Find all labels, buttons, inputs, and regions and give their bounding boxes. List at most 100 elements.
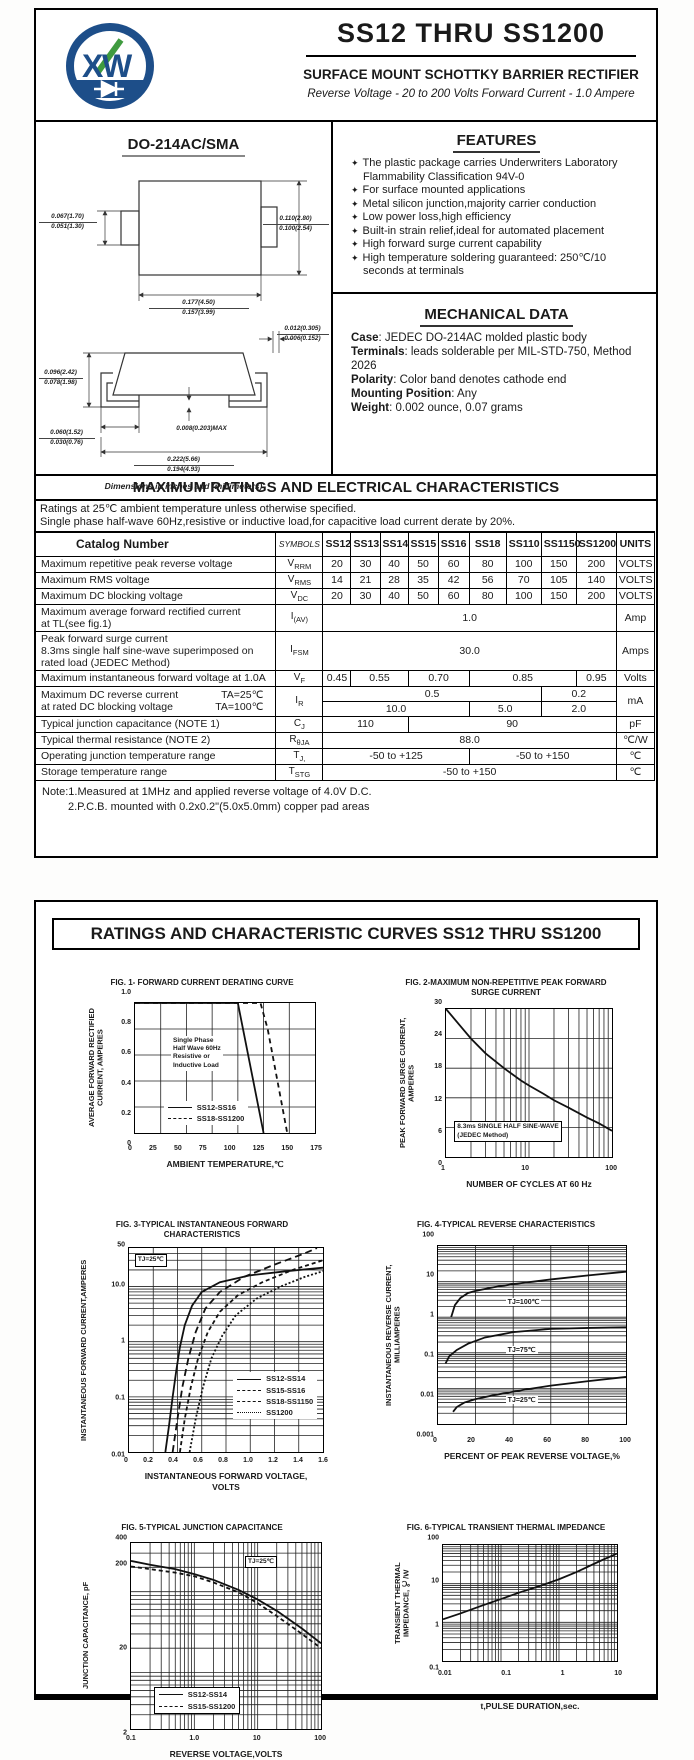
fig2-x-axis-label: NUMBER OF CYCLES AT 60 Hz bbox=[466, 1179, 592, 1189]
dim-tab-height: 0.067(1.70) 0.051(1.30) bbox=[38, 213, 97, 232]
brand-logo-icon: X W bbox=[66, 23, 154, 109]
fig3-x-axis-label: INSTANTANEOUS FORWARD VOLTAGE, VOLTS bbox=[144, 1471, 308, 1493]
package-top-view: 0.067(1.70) 0.051(1.30) 0.110(2.80) 0.100(… bbox=[38, 155, 329, 323]
dim-lead-length: 0.060(1.52) 0.030(0.76) bbox=[38, 429, 95, 448]
ratings-section-title: MAXIMUM RATINGS AND ELECTRICAL CHARACTER… bbox=[36, 474, 656, 501]
table-row-tstg: Storage temperature range TSTG -50 to +1… bbox=[34, 763, 656, 781]
fig2-annotation: 8.3ms SINGLE HALF SINE-WAVE (JEDEC Method… bbox=[454, 1121, 562, 1143]
fig2-peak-surge-current: FIG. 2-MAXIMUM NON-REPETITIVE PEAK FORWA… bbox=[358, 978, 654, 1190]
package-side-view: 0.096(2.42) 0.078(1.98) 0.012(0.305) 0.006… bbox=[38, 325, 329, 475]
fig6-x-axis-label: t,PULSE DURATION,sec. bbox=[480, 1701, 580, 1712]
page-tagline: Reverse Voltage - 20 to 200 Volts Forwar… bbox=[307, 88, 635, 100]
table-row-ifsm: Peak forward surge current 8.3ms single h… bbox=[34, 630, 656, 671]
fig4-y-axis-label: INSTANTANEOUS REVERSE CURRENT, MILLIAMPE… bbox=[384, 1264, 402, 1406]
dim-lead-thickness: 0.012(0.305) 0.006(0.152) bbox=[276, 325, 329, 344]
fig1-y-ticks: 1.0 0.8 0.6 0.4 0.2 0 bbox=[121, 989, 131, 1147]
fig1-title: FIG. 1- FORWARD CURRENT DERATING CURVE bbox=[110, 978, 294, 987]
fig5-title: FIG. 5-TYPICAL JUNCTION CAPACITANCE bbox=[121, 1523, 283, 1533]
page-subtitle: SURFACE MOUNT SCHOTTKY BARRIER RECTIFIER bbox=[303, 67, 639, 82]
fig4-reverse-characteristics: FIG. 4-TYPICAL REVERSE CHARACTERISTICS I… bbox=[358, 1220, 654, 1493]
features-section: FEATURES The plastic package carries Und… bbox=[333, 122, 656, 294]
fig6-x-ticks: 0.01 0.1 1 10 bbox=[438, 1670, 622, 1678]
fig6-y-ticks: 100 10 1 0.1 bbox=[427, 1534, 439, 1672]
fig2-x-ticks: 1 10 100 bbox=[441, 1165, 617, 1172]
fig6-y-axis-label: TRANSIENT THERMAL IMPEDANCE, ℃/W bbox=[393, 1562, 411, 1644]
fig3-plot-svg bbox=[129, 1248, 323, 1452]
table-row-vf: Maximum instantaneous forward voltage at… bbox=[34, 669, 656, 687]
fig5-plot: TJ=25℃ SS12-SS14 SS15-SS1200 bbox=[130, 1541, 322, 1730]
svg-text:W: W bbox=[102, 48, 133, 84]
features-title: FEATURES bbox=[351, 132, 642, 153]
svg-text:X: X bbox=[82, 48, 104, 84]
table-row-cj: Typical junction capacitance (NOTE 1) CJ… bbox=[34, 715, 656, 733]
title-underline bbox=[306, 55, 636, 57]
note-line-2: 2.P.C.B. mounted with 0.2x0.2"(5.0x5.0mm… bbox=[68, 800, 370, 813]
ratings-condition-2: Single phase half-wave 60Hz,resistive or… bbox=[40, 516, 516, 528]
fig3-annotation: TJ=25℃ bbox=[134, 1254, 167, 1267]
fig5-annotation: TJ=25℃ bbox=[245, 1555, 277, 1569]
fig1-legend: SS12-SS16 SS18-SS1200 bbox=[163, 1100, 249, 1126]
fig4-plot: TJ=100℃ TJ=75℃ TJ=25℃ bbox=[437, 1245, 627, 1426]
datasheet-page-1: X W SS12 THRU SS1200 SURFACE MOUNT SCHOT… bbox=[34, 8, 658, 858]
package-drawing-panel: DO-214AC/SMA bbox=[36, 122, 333, 491]
fig1-plot: Single Phase Half Wave 60Hz Resistive or In… bbox=[134, 1002, 316, 1134]
table-row-ir-100c: 10.0 5.0 2.0 bbox=[36, 700, 655, 717]
fig3-legend: SS12-SS14 SS15-SS16 SS18-SS1150 SS1200 bbox=[233, 1372, 318, 1420]
mech-polarity: Polarity: Color band denotes cathode end bbox=[351, 374, 567, 386]
ratings-condition-1: Ratings at 25℃ ambient temperature unles… bbox=[40, 503, 357, 515]
dim-overall-width: 0.222(5.66) 0.194(4.93) bbox=[133, 456, 234, 475]
fig6-transient-thermal-impedance: FIG. 6-TYPICAL TRANSIENT THERMAL IMPEDAN… bbox=[358, 1523, 654, 1760]
header: X W SS12 THRU SS1200 SURFACE MOUNT SCHOT… bbox=[36, 10, 656, 122]
package-top-view-drawing bbox=[96, 180, 307, 301]
fig5-junction-capacitance: FIG. 5-TYPICAL JUNCTION CAPACITANCE JUNC… bbox=[46, 1523, 358, 1760]
mech-mounting: Mounting Position: Any bbox=[351, 388, 477, 400]
package-name: DO-214AC/SMA bbox=[36, 136, 331, 157]
fig4-x-axis-label: PERCENT OF PEAK REVERSE VOLTAGE,% bbox=[444, 1451, 620, 1462]
package-side-view-drawing bbox=[82, 331, 293, 457]
mechanical-data-section: MECHANICAL DATA Case: JEDEC DO-214AC mol… bbox=[333, 294, 656, 421]
features-list: The plastic package carries Underwriters… bbox=[351, 157, 642, 279]
table-row-tj: Operating junction temperature range TJ,… bbox=[34, 747, 656, 765]
fig2-title: FIG. 2-MAXIMUM NON-REPETITIVE PEAK FORWA… bbox=[405, 978, 607, 997]
mechanical-data-title: MECHANICAL DATA bbox=[351, 306, 642, 327]
dim-profile-height: 0.096(2.42) 0.078(1.98) bbox=[38, 369, 83, 388]
fig3-plot: TJ=25℃ SS12-SS14 SS15-SS16 SS18-SS1150 S… bbox=[128, 1247, 324, 1454]
table-row-iav: Maximum average forward rectified curren… bbox=[34, 603, 656, 632]
table-row-ir-25c: Maximum DC reverse current TA=25℃ at rate… bbox=[34, 685, 656, 717]
fig1-x-ticks: 0 25 50 75 100 125 150 175 bbox=[128, 1145, 322, 1152]
fig2-plot: 8.3ms SINGLE HALF SINE-WAVE (JEDEC Method… bbox=[445, 1008, 613, 1158]
page-title: SS12 THRU SS1200 bbox=[336, 18, 606, 48]
fig1-x-axis-label: AMBIENT TEMPERATURE,℃ bbox=[166, 1159, 284, 1169]
note-line-1: Note:1.Measured at 1MHz and applied reve… bbox=[42, 785, 372, 798]
table-header-row: Catalog Number SYMBOLS SS12 SS13 SS14 SS… bbox=[34, 531, 656, 557]
fig4-title: FIG. 4-TYPICAL REVERSE CHARACTERISTICS bbox=[416, 1220, 596, 1230]
mech-case: Case: JEDEC DO-214AC molded plastic body bbox=[351, 332, 587, 344]
fig3-title: FIG. 3-TYPICAL INSTANTANEOUS FORWARD CHA… bbox=[115, 1220, 289, 1240]
fig1-forward-current-derating: FIG. 1- FORWARD CURRENT DERATING CURVE A… bbox=[46, 978, 358, 1190]
fig3-x-ticks: 0 0.2 0.4 0.6 0.8 1.0 1.2 1.4 1.6 bbox=[124, 1457, 328, 1465]
fig2-y-ticks: 30 24 18 12 6 0 bbox=[434, 999, 442, 1167]
fig4-x-ticks: 0 20 40 60 80 100 bbox=[433, 1437, 631, 1445]
table-row-rthja: Typical thermal resistance (NOTE 2) RθJA… bbox=[34, 731, 656, 749]
mech-terminals: Terminals: leads solderable per MIL-STD-… bbox=[351, 346, 632, 372]
dim-body-height: 0.110(2.80) 0.100(2.54) bbox=[262, 215, 329, 234]
table-row-vdc: Maximum DC blocking voltage VDC 20 30 40 5… bbox=[34, 587, 656, 605]
fig6-plot bbox=[442, 1544, 618, 1663]
fig2-y-axis-label: PEAK FORWARD SURGE CURRENT, AMPERES bbox=[398, 1017, 416, 1149]
fig5-y-axis-label: JUNCTION CAPACITANCE, pF bbox=[81, 1582, 90, 1690]
fig6-title: FIG. 6-TYPICAL TRANSIENT THERMAL IMPEDAN… bbox=[406, 1523, 606, 1533]
dim-standoff: 0.008(0.203)MAX bbox=[176, 425, 227, 432]
fig1-annotation: Single Phase Half Wave 60Hz Resistive or In… bbox=[171, 1035, 223, 1072]
table-row-vrrm: Maximum repetitive peak reverse voltage … bbox=[34, 555, 656, 573]
fig5-legend: SS12-SS14 SS15-SS1200 bbox=[153, 1687, 241, 1714]
fig4-plot-svg bbox=[438, 1246, 626, 1424]
fig4-y-ticks: 100 10 1 0.1 0.01 0.001 bbox=[416, 1231, 434, 1439]
fig5-x-ticks: 0.1 1.0 10 100 bbox=[126, 1735, 326, 1743]
dim-body-width: 0.177(4.50) 0.157(3.99) bbox=[148, 299, 249, 318]
fig6-plot-svg bbox=[443, 1545, 617, 1661]
datasheet-page-2: RATINGS AND CHARACTERISTIC CURVES SS12 T… bbox=[34, 900, 658, 1759]
curves-section-title: RATINGS AND CHARACTERISTIC CURVES SS12 T… bbox=[52, 918, 640, 950]
ratings-table: Catalog Number SYMBOLS SS12 SS13 SS14 SS… bbox=[34, 531, 656, 781]
fig1-y-axis-label: AVERAGE FORWARD RECTIFIED CURRENT, AMPER… bbox=[87, 1008, 105, 1128]
